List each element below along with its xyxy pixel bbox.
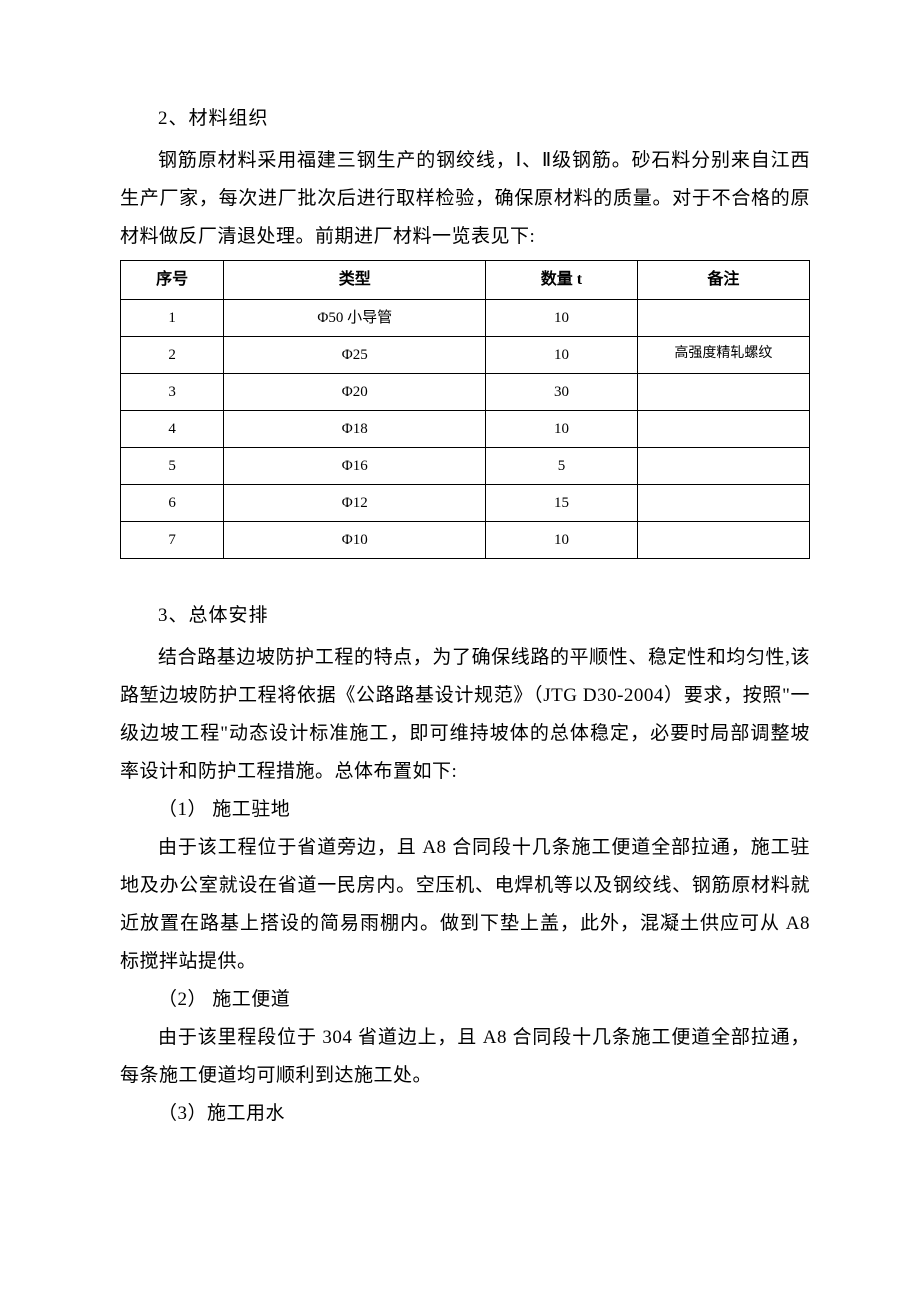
cell-type: Φ20 <box>224 373 486 410</box>
cell-qty: 10 <box>486 410 638 447</box>
section-3-intro: 结合路基边坡防护工程的特点，为了确保线路的平顺性、稳定性和均匀性,该路堑边坡防护… <box>120 639 810 791</box>
cell-qty: 15 <box>486 484 638 521</box>
cell-seq: 6 <box>121 484 224 521</box>
cell-qty: 10 <box>486 336 638 373</box>
section-2-heading: 2、材料组织 <box>120 100 810 138</box>
cell-type: Φ50 小导管 <box>224 299 486 336</box>
cell-type: Φ18 <box>224 410 486 447</box>
cell-seq: 7 <box>121 521 224 558</box>
cell-note <box>637 484 809 521</box>
cell-qty: 30 <box>486 373 638 410</box>
table-row: 4 Φ18 10 <box>121 410 810 447</box>
cell-type: Φ10 <box>224 521 486 558</box>
cell-seq: 5 <box>121 447 224 484</box>
section-2-paragraph: 钢筋原材料采用福建三钢生产的钢绞线，Ⅰ、Ⅱ级钢筋。砂石料分别来自江西生产厂家，每… <box>120 142 810 256</box>
cell-type: Φ25 <box>224 336 486 373</box>
item-2-body: 由于该里程段位于 304 省道边上，且 A8 合同段十几条施工便道全部拉通，每条… <box>120 1019 810 1095</box>
item-2-title: （2） 施工便道 <box>120 981 810 1019</box>
cell-qty: 5 <box>486 447 638 484</box>
item-1-body: 由于该工程位于省道旁边，且 A8 合同段十几条施工便道全部拉通，施工驻地及办公室… <box>120 829 810 981</box>
col-header-qty: 数量 t <box>486 261 638 300</box>
cell-seq: 3 <box>121 373 224 410</box>
table-header-row: 序号 类型 数量 t 备注 <box>121 261 810 300</box>
cell-seq: 4 <box>121 410 224 447</box>
cell-note <box>637 299 809 336</box>
cell-note <box>637 373 809 410</box>
col-header-type: 类型 <box>224 261 486 300</box>
table-row: 2 Φ25 10 高强度精轧螺纹 <box>121 336 810 373</box>
table-row: 7 Φ10 10 <box>121 521 810 558</box>
col-header-seq: 序号 <box>121 261 224 300</box>
cell-seq: 1 <box>121 299 224 336</box>
table-row: 1 Φ50 小导管 10 <box>121 299 810 336</box>
cell-qty: 10 <box>486 521 638 558</box>
table-row: 3 Φ20 30 <box>121 373 810 410</box>
item-3-title: （3）施工用水 <box>120 1095 810 1133</box>
cell-note: 高强度精轧螺纹 <box>637 336 809 373</box>
cell-note <box>637 410 809 447</box>
col-header-note: 备注 <box>637 261 809 300</box>
cell-type: Φ12 <box>224 484 486 521</box>
cell-note <box>637 447 809 484</box>
table-row: 5 Φ16 5 <box>121 447 810 484</box>
materials-table: 序号 类型 数量 t 备注 1 Φ50 小导管 10 2 Φ25 10 高强度精… <box>120 260 810 559</box>
cell-type: Φ16 <box>224 447 486 484</box>
cell-qty: 10 <box>486 299 638 336</box>
table-row: 6 Φ12 15 <box>121 484 810 521</box>
section-3-heading: 3、总体安排 <box>120 597 810 635</box>
item-1-title: （1） 施工驻地 <box>120 791 810 829</box>
cell-seq: 2 <box>121 336 224 373</box>
cell-note <box>637 521 809 558</box>
